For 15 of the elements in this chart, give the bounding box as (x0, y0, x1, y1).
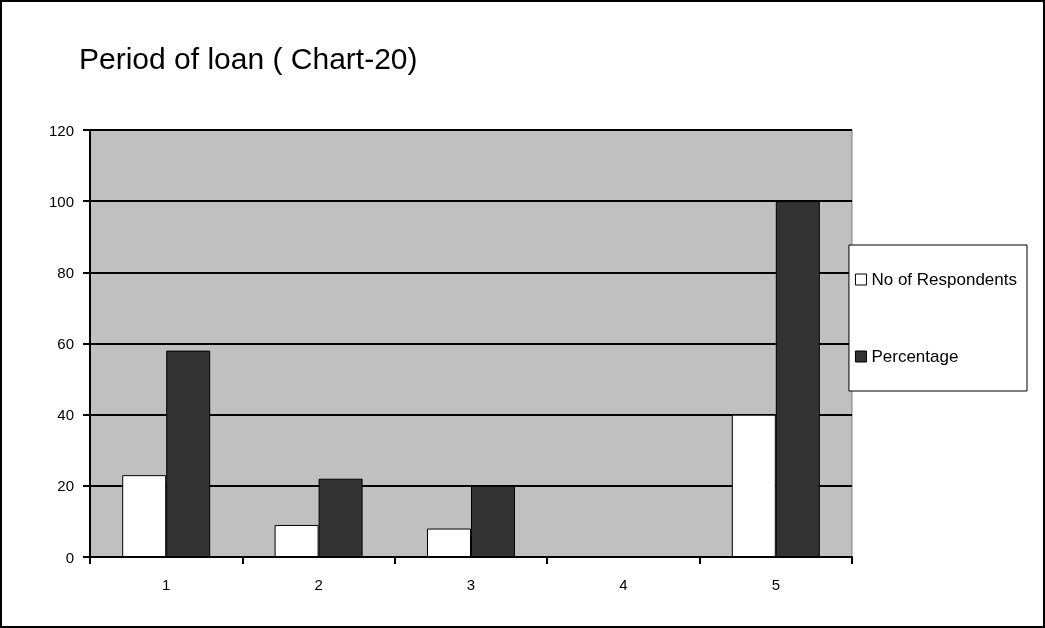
y-tick-label: 120 (48, 121, 74, 139)
y-tick-label: 0 (65, 548, 74, 566)
y-tick-label: 40 (57, 406, 74, 424)
x-tick-label: 5 (771, 576, 780, 593)
x-tick-label: 3 (466, 576, 476, 593)
legend-label: No of Respondents (871, 270, 1018, 289)
y-tick-label: 20 (57, 477, 74, 495)
legend-label: Percentage (871, 347, 959, 366)
x-tick-label: 2 (314, 576, 323, 593)
y-tick-label: 100 (48, 192, 74, 210)
y-tick-label: 60 (57, 335, 74, 352)
x-tick-label: 4 (619, 576, 628, 593)
y-tick-label: 80 (57, 263, 74, 281)
chart-title: Period of loan ( Chart-20) (79, 41, 418, 75)
x-tick-label: 1 (162, 576, 171, 593)
